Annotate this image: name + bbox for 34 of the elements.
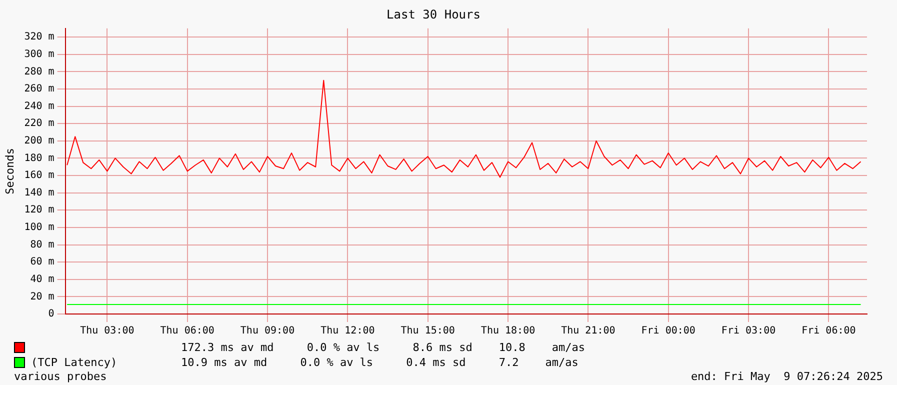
x-tick-label: Thu 12:00 bbox=[320, 326, 375, 337]
y-tick-label: 100 m bbox=[24, 222, 54, 234]
text: end: Fri May 9 07:26:24 2025 bbox=[690, 370, 883, 385]
y-tick-label: 220 m bbox=[24, 118, 54, 130]
y-tick-label: 200 m bbox=[24, 136, 54, 147]
y-tick-label: 80 m bbox=[30, 239, 54, 250]
x-tick-label: Fri 06:00 bbox=[802, 326, 856, 337]
y-tick-label: 300 m bbox=[24, 48, 54, 60]
y-axis-title: Seconds bbox=[3, 148, 16, 194]
y-tick-label: 320 m bbox=[24, 32, 54, 43]
y-tick-label: 160 m bbox=[24, 170, 54, 182]
y-tick-label: 140 m bbox=[24, 187, 54, 198]
y-tick-label: 60 m bbox=[30, 256, 54, 268]
x-tick-label: Thu 15:00 bbox=[400, 326, 455, 337]
y-tick-label: 280 m bbox=[24, 66, 54, 78]
legend-label: (TCP Latency) bbox=[31, 356, 118, 369]
text: 172.3 ms av md 0.0 % av ls 8.6 ms sd 10.8 am/as bbox=[181, 341, 585, 354]
chart-title: Last 30 Hours bbox=[386, 7, 480, 22]
y-tick-label: 20 m bbox=[30, 291, 54, 302]
x-tick-label: Thu 03:00 bbox=[80, 326, 134, 337]
x-tick-label: Fri 00:00 bbox=[641, 326, 696, 337]
x-tick-label: Thu 09:00 bbox=[240, 326, 295, 337]
text: various probes bbox=[14, 370, 107, 385]
x-tick-label: Thu 18:00 bbox=[480, 326, 536, 337]
x-tick-label: Thu 21:00 bbox=[561, 326, 616, 337]
x-tick-label: Thu 06:00 bbox=[160, 326, 214, 337]
x-tick-label: Fri 03:00 bbox=[721, 326, 776, 337]
y-tick-label: 260 m bbox=[24, 84, 54, 95]
text: 10.9 ms av md 0.0 % av ls 0.4 ms sd 7.2 am/as bbox=[181, 356, 578, 369]
y-tick-label: 180 m bbox=[24, 152, 54, 164]
y-tick-label: 240 m bbox=[24, 100, 54, 112]
y-tick-label: 120 m bbox=[24, 204, 54, 216]
y-tick-label: 0 bbox=[48, 308, 54, 320]
y-tick-label: 40 m bbox=[30, 274, 54, 285]
